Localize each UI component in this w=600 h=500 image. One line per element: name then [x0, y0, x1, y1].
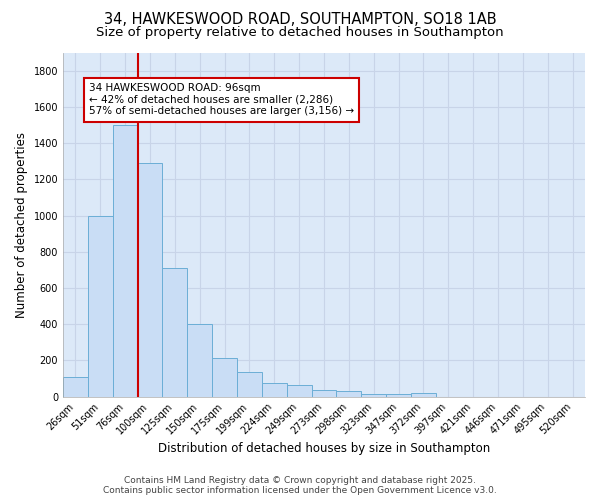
Bar	[113, 125, 137, 396]
X-axis label: Distribution of detached houses by size in Southampton: Distribution of detached houses by size …	[158, 442, 490, 455]
Bar	[262, 383, 287, 396]
Bar	[386, 394, 411, 396]
Bar	[411, 393, 436, 396]
Y-axis label: Number of detached properties: Number of detached properties	[15, 132, 28, 318]
Bar	[63, 376, 88, 396]
Text: 34 HAWKESWOOD ROAD: 96sqm
← 42% of detached houses are smaller (2,286)
57% of se: 34 HAWKESWOOD ROAD: 96sqm ← 42% of detac…	[89, 84, 354, 116]
Bar	[287, 385, 311, 396]
Bar	[311, 390, 337, 396]
Bar	[163, 268, 187, 396]
Bar	[137, 163, 163, 396]
Bar	[212, 358, 237, 397]
Bar	[337, 391, 361, 396]
Bar	[187, 324, 212, 396]
Text: Size of property relative to detached houses in Southampton: Size of property relative to detached ho…	[96, 26, 504, 39]
Bar	[88, 216, 113, 396]
Text: Contains HM Land Registry data © Crown copyright and database right 2025.
Contai: Contains HM Land Registry data © Crown c…	[103, 476, 497, 495]
Bar	[361, 394, 386, 396]
Bar	[237, 372, 262, 396]
Text: 34, HAWKESWOOD ROAD, SOUTHAMPTON, SO18 1AB: 34, HAWKESWOOD ROAD, SOUTHAMPTON, SO18 1…	[104, 12, 496, 28]
